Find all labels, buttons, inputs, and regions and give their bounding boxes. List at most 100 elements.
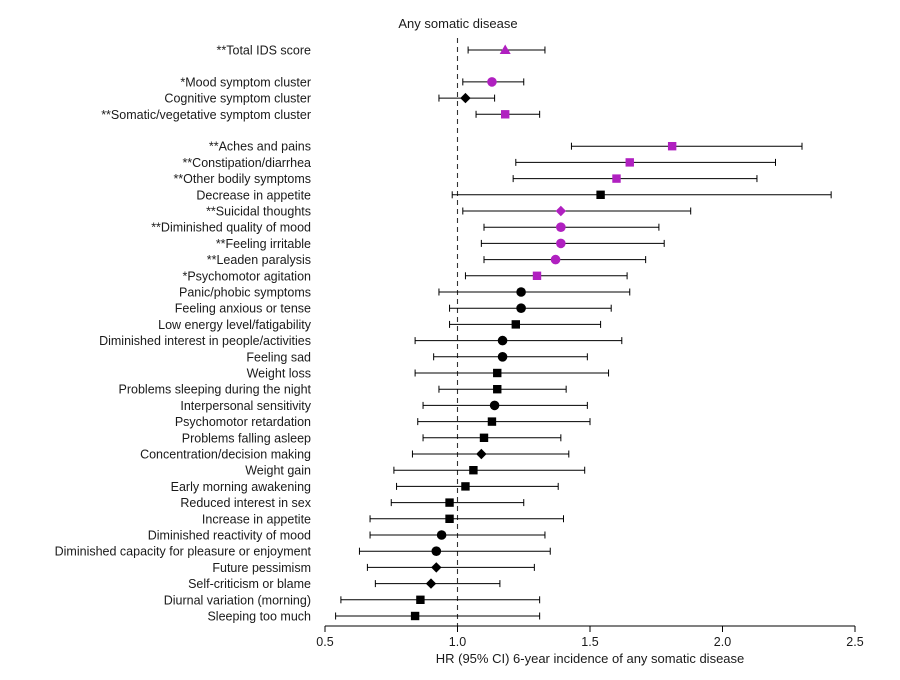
hr-marker-square [479,433,489,442]
forest-row: Feeling anxious or tense [175,302,612,316]
forest-row: Panic/phobic symptoms [179,286,631,300]
hr-marker-diamond [431,562,442,573]
row-label: Self-criticism or blame [188,577,311,591]
hr-marker-square [511,320,520,329]
row-label: Feeling sad [246,350,311,364]
hr-marker-diamond [476,448,487,460]
forest-row: Weight gain [245,464,586,478]
hr-marker-circle [516,303,526,314]
x-tick-label: 1.5 [581,635,598,649]
forest-row: Problems sleeping during the night [119,383,567,397]
forest-row: Diminished capacity for pleasure or enjo… [55,545,551,559]
hr-marker-circle [497,352,508,362]
row-label: **Total IDS score [217,44,312,58]
row-label: Sleeping too much [207,610,311,624]
row-label: Reduced interest in sex [180,496,311,510]
hr-marker-square [487,417,497,426]
row-label: **Diminished quality of mood [151,221,311,235]
hr-marker-square [469,466,478,475]
forest-row: Increase in appetite [202,512,564,526]
x-tick-label: 2.0 [714,635,731,649]
row-label: **Feeling irritable [216,237,311,251]
row-label: Concentration/decision making [140,448,311,462]
forest-row: Early morning awakening [171,480,559,494]
x-axis: 0.5 1.0 1.5 2.0 2.5 [316,625,864,649]
row-label: Weight loss [247,367,311,381]
row-label: Early morning awakening [171,480,311,494]
hr-marker-square [493,385,502,394]
row-label: Decrease in appetite [196,188,311,202]
row-label: Problems sleeping during the night [119,383,312,397]
hr-marker-triangle [499,44,511,54]
forest-row: **Leaden paralysis [207,253,647,267]
row-label: Interpersonal sensitivity [180,399,311,413]
row-label: **Constipation/diarrhea [182,156,311,170]
hr-marker-circle [497,335,508,346]
row-label: Diminished capacity for pleasure or enjo… [55,545,312,559]
forest-row: Feeling sad [246,350,588,364]
forest-row: Reduced interest in sex [180,496,525,510]
forest-row: Cognitive symptom cluster [164,92,496,106]
forest-row: Self-criticism or blame [188,577,501,591]
hr-marker-circle [556,222,566,232]
forest-row: *Psychomotor agitation [182,269,628,283]
row-label: Low energy level/fatigability [158,318,312,332]
x-tick-label: 2.5 [846,635,863,649]
hr-marker-square [667,142,677,151]
row-label: **Suicidal thoughts [206,205,311,219]
forest-row: **Constipation/diarrhea [182,156,776,170]
x-tick-label: 1.0 [449,635,466,649]
forest-row: Diminished interest in people/activities [99,334,623,348]
hr-marker-circle [436,530,447,540]
forest-row: **Total IDS score [217,44,546,58]
hr-marker-square [612,174,621,183]
row-label: Diminished interest in people/activities [99,334,311,348]
hr-marker-square [596,190,605,199]
hr-marker-square [445,498,454,507]
row-label: Psychomotor retardation [175,415,311,429]
forest-row: Decrease in appetite [196,188,832,202]
forest-row: Low energy level/fatigability [158,318,602,332]
row-label: *Mood symptom cluster [180,75,311,89]
forest-row: **Other bodily symptoms [173,172,758,186]
hr-marker-square [461,482,470,491]
x-tick-label: 0.5 [316,635,333,649]
hr-marker-circle [556,238,566,249]
hr-marker-circle [489,400,500,411]
rows-layer: **Total IDS score *Mood symptom cluster Co… [55,38,832,626]
row-label: Problems falling asleep [182,431,311,445]
x-axis-label: HR (95% CI) 6-year incidence of any soma… [436,651,745,666]
hr-marker-square [501,110,510,119]
row-label: Diurnal variation (morning) [164,593,311,607]
forest-row: Sleeping too much [207,610,541,624]
forest-row: *Mood symptom cluster [180,75,525,89]
hr-marker-circle [550,254,561,265]
row-label: Diminished reactivity of mood [148,529,311,543]
row-label: **Somatic/vegetative symptom cluster [101,108,311,122]
hr-marker-square [532,271,542,280]
forest-row: **Feeling irritable [216,237,665,251]
forest-row: Interpersonal sensitivity [180,399,588,413]
forest-row: **Somatic/vegetative symptom cluster [101,108,541,122]
hr-marker-diamond [425,578,437,589]
hr-marker-diamond [555,205,567,217]
hr-marker-circle [516,287,526,297]
chart-title: Any somatic disease [398,16,517,31]
row-label: Panic/phobic symptoms [179,286,311,300]
forest-row: Psychomotor retardation [175,415,591,429]
hr-marker-square [410,611,420,621]
hr-marker-diamond [460,92,471,104]
forest-row: **Diminished quality of mood [151,221,660,235]
row-label: **Aches and pains [209,140,311,154]
hr-marker-square [445,514,454,523]
forest-row: **Aches and pains [209,140,803,154]
forest-row: **Suicidal thoughts [206,205,692,219]
hr-marker-square [416,595,425,604]
row-label: Feeling anxious or tense [175,302,311,316]
forest-row: Diurnal variation (morning) [164,593,541,607]
forest-row: Future pessimism [212,561,535,575]
forest-row: Concentration/decision making [140,448,570,462]
hr-marker-square [493,368,502,378]
